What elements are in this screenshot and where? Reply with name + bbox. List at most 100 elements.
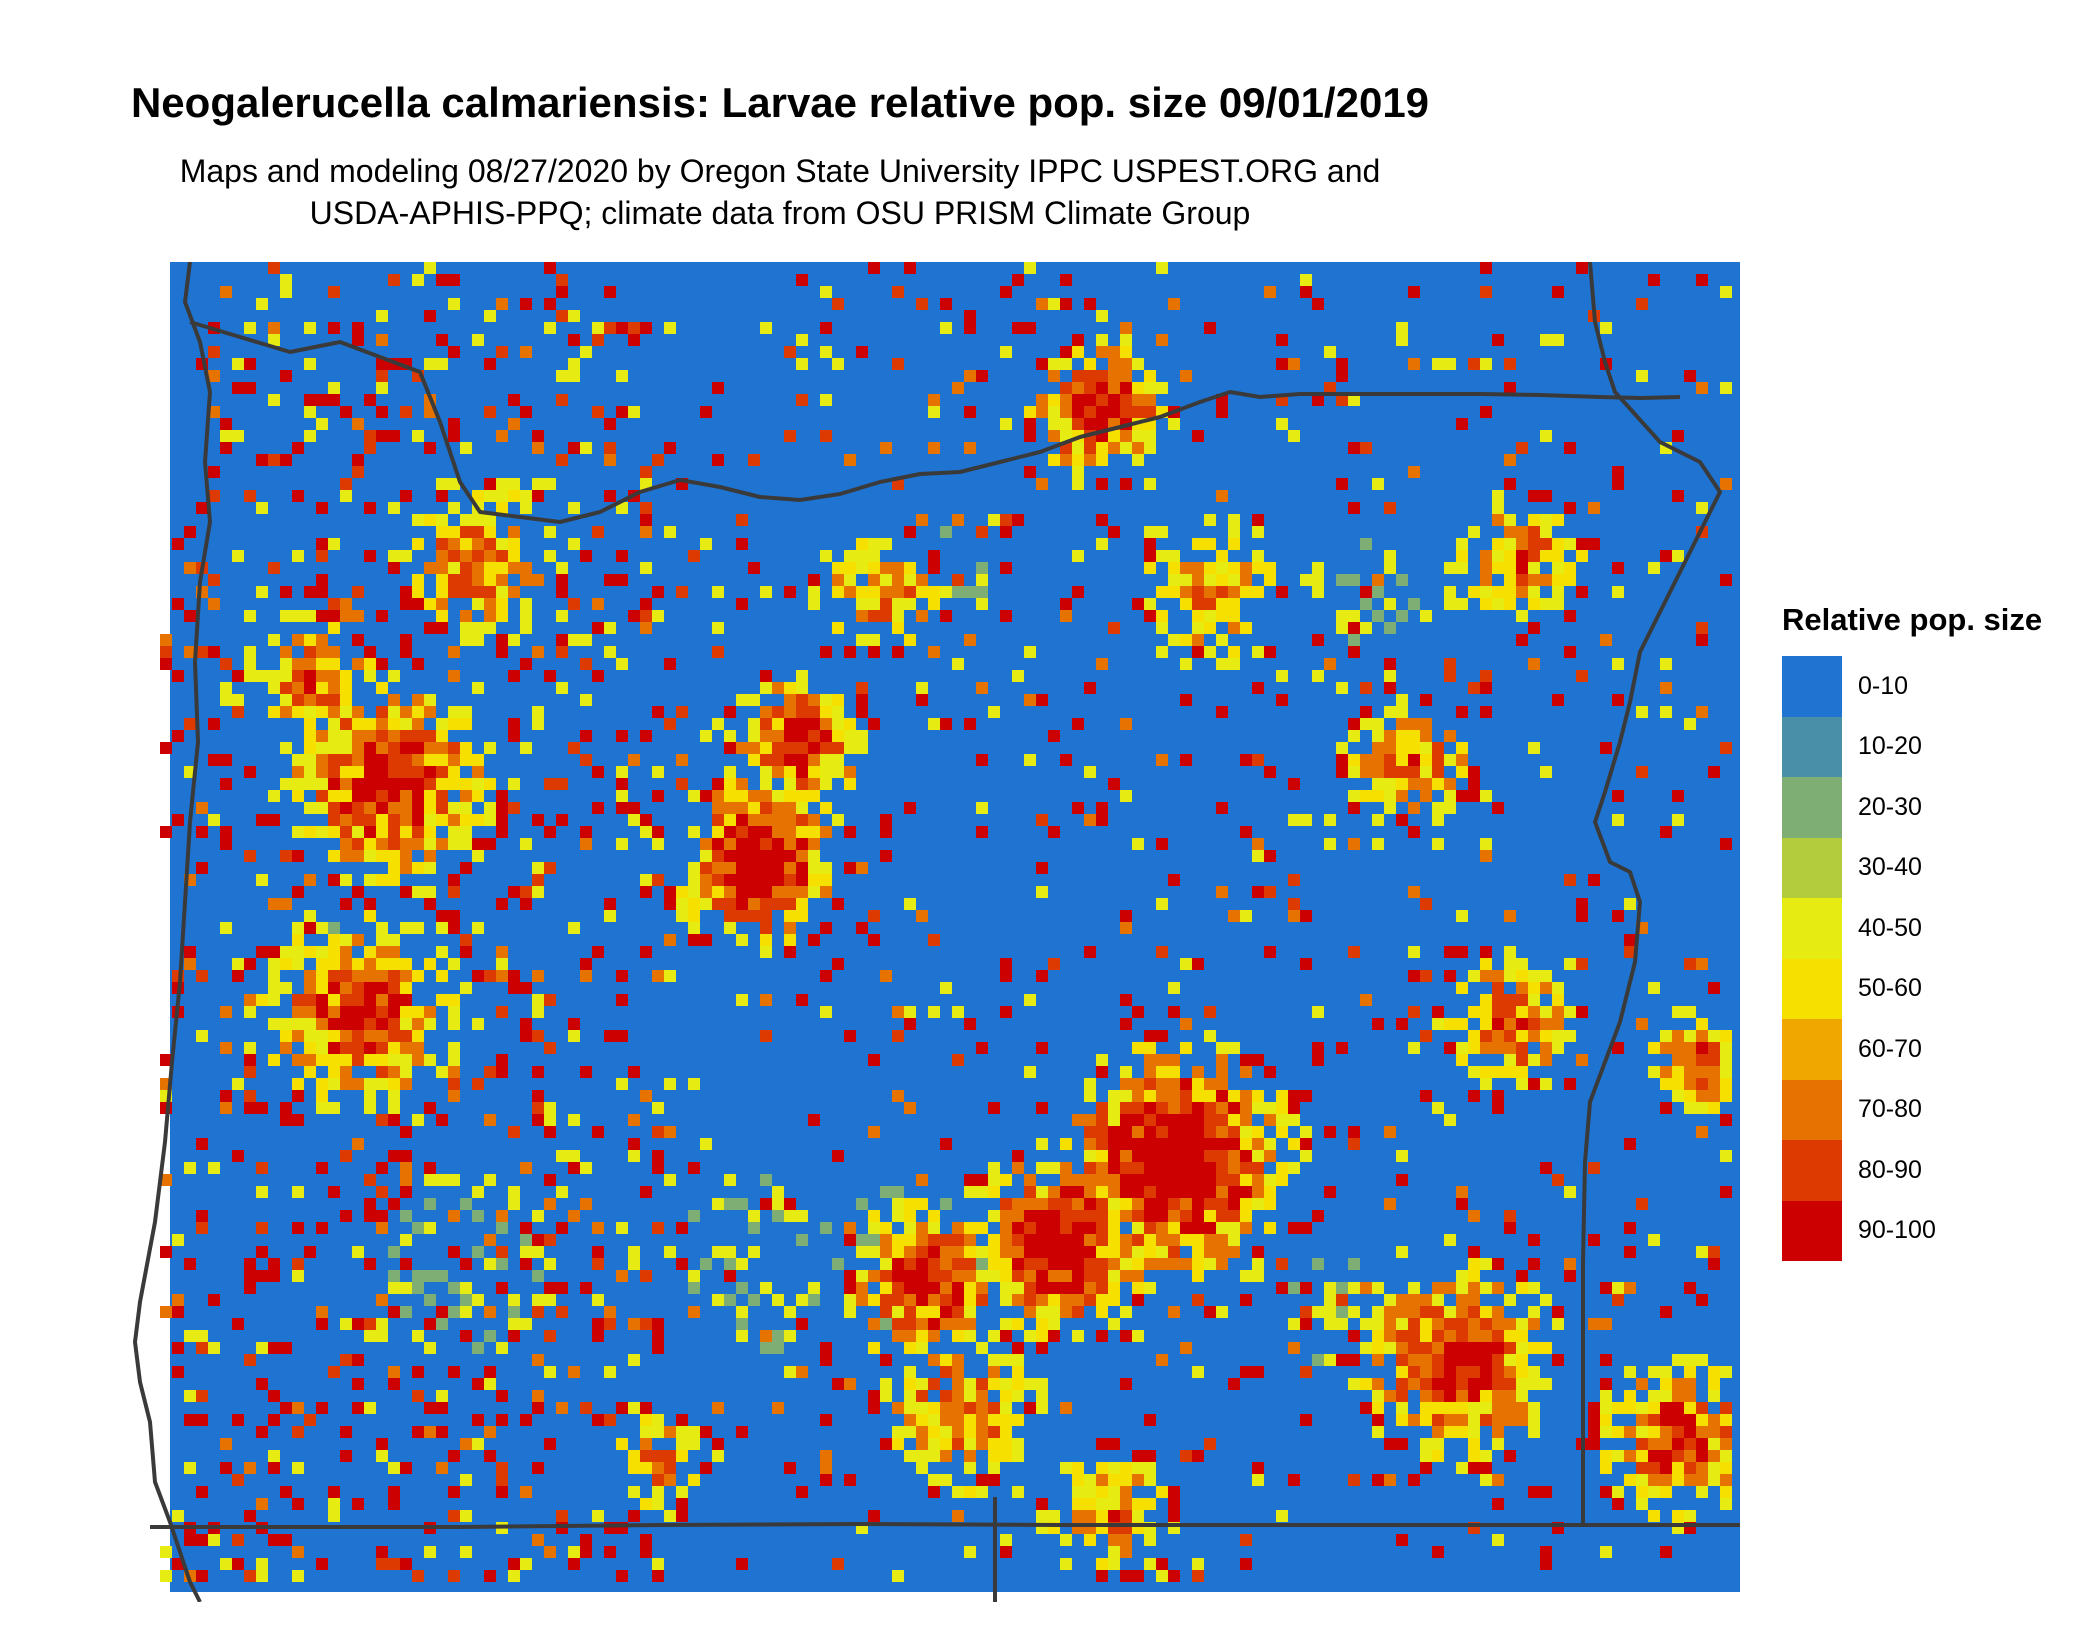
raster-cell — [376, 1030, 388, 1042]
raster-cell — [328, 958, 340, 970]
raster-cell — [160, 1546, 172, 1558]
raster-cell — [1576, 1054, 1588, 1066]
raster-cell — [628, 334, 640, 346]
raster-cell — [1480, 682, 1492, 694]
raster-cell — [1108, 1222, 1120, 1234]
raster-cell — [376, 982, 388, 994]
raster-cell — [772, 1186, 784, 1198]
raster-cell — [1036, 694, 1048, 706]
raster-cell — [1252, 526, 1264, 538]
raster-cell — [412, 1054, 424, 1066]
raster-cell — [1216, 610, 1228, 622]
raster-cell — [1048, 1222, 1060, 1234]
raster-cell — [760, 898, 772, 910]
raster-cell — [1108, 346, 1120, 358]
raster-cell — [1648, 982, 1660, 994]
raster-cell — [220, 286, 232, 298]
raster-cell — [892, 1090, 904, 1102]
raster-cell — [796, 1234, 808, 1246]
raster-cell — [628, 1246, 640, 1258]
raster-cell — [1468, 1294, 1480, 1306]
raster-cell — [748, 862, 760, 874]
raster-cell — [484, 562, 496, 574]
raster-cell — [1420, 1414, 1432, 1426]
raster-cell — [1228, 1090, 1240, 1102]
raster-cell — [1336, 478, 1348, 490]
raster-cell — [352, 1246, 364, 1258]
raster-cell — [412, 814, 424, 826]
raster-cell — [1492, 514, 1504, 526]
raster-cell — [1000, 1234, 1012, 1246]
raster-cell — [1012, 670, 1024, 682]
raster-cell — [1000, 346, 1012, 358]
raster-cell — [1396, 1354, 1408, 1366]
raster-cell — [448, 1366, 460, 1378]
raster-cell — [292, 1018, 304, 1030]
raster-cell — [712, 622, 724, 634]
raster-cell — [796, 706, 808, 718]
raster-cell — [1636, 1414, 1648, 1426]
raster-cell — [208, 598, 220, 610]
raster-cell — [1144, 550, 1156, 562]
raster-cell — [1024, 754, 1036, 766]
raster-cell — [1264, 1102, 1276, 1114]
raster-cell — [952, 1234, 964, 1246]
raster-cell — [1492, 1042, 1504, 1054]
raster-cell — [916, 1462, 928, 1474]
raster-cell — [832, 1378, 844, 1390]
raster-cell — [1144, 526, 1156, 538]
raster-cell — [652, 610, 664, 622]
raster-cell — [460, 934, 472, 946]
raster-cell — [1432, 802, 1444, 814]
raster-cell — [640, 1090, 652, 1102]
raster-cell — [1300, 910, 1312, 922]
raster-cell — [1504, 1330, 1516, 1342]
raster-cell — [1336, 766, 1348, 778]
raster-cell — [1720, 1402, 1732, 1414]
raster-cell — [496, 646, 508, 658]
raster-cell — [964, 1414, 976, 1426]
raster-cell — [520, 1258, 532, 1270]
raster-cell — [376, 838, 388, 850]
raster-cell — [928, 1402, 940, 1414]
raster-cell — [640, 322, 652, 334]
raster-cell — [436, 910, 448, 922]
raster-cell — [376, 994, 388, 1006]
raster-cell — [1360, 706, 1372, 718]
raster-cell — [1708, 1474, 1720, 1486]
raster-cell — [784, 814, 796, 826]
raster-cell — [1252, 1102, 1264, 1114]
raster-cell — [868, 910, 880, 922]
raster-cell — [532, 814, 544, 826]
raster-cell — [1240, 754, 1252, 766]
raster-cell — [784, 1306, 796, 1318]
raster-cell — [400, 850, 412, 862]
raster-cell — [1516, 1342, 1528, 1354]
raster-cell — [1036, 970, 1048, 982]
raster-cell — [1456, 1318, 1468, 1330]
raster-cell — [1168, 562, 1180, 574]
raster-cell — [652, 454, 664, 466]
raster-cell — [760, 730, 772, 742]
raster-cell — [1396, 1438, 1408, 1450]
raster-cell — [316, 1306, 328, 1318]
raster-cell — [1636, 1498, 1648, 1510]
raster-cell — [1204, 1114, 1216, 1126]
raster-cell — [1552, 586, 1564, 598]
raster-cell — [1192, 634, 1204, 646]
raster-cell — [400, 1162, 412, 1174]
raster-cell — [1528, 982, 1540, 994]
raster-cell — [1564, 1186, 1576, 1198]
raster-cell — [400, 778, 412, 790]
raster-cell — [1528, 586, 1540, 598]
raster-cell — [1492, 1030, 1504, 1042]
raster-cell — [976, 1042, 988, 1054]
raster-cell — [1012, 1234, 1024, 1246]
raster-cell — [1696, 958, 1708, 970]
raster-cell — [1048, 406, 1060, 418]
raster-cell — [1204, 1234, 1216, 1246]
raster-cell — [640, 610, 652, 622]
raster-cell — [736, 838, 748, 850]
raster-cell — [1000, 286, 1012, 298]
raster-cell — [1480, 1474, 1492, 1486]
